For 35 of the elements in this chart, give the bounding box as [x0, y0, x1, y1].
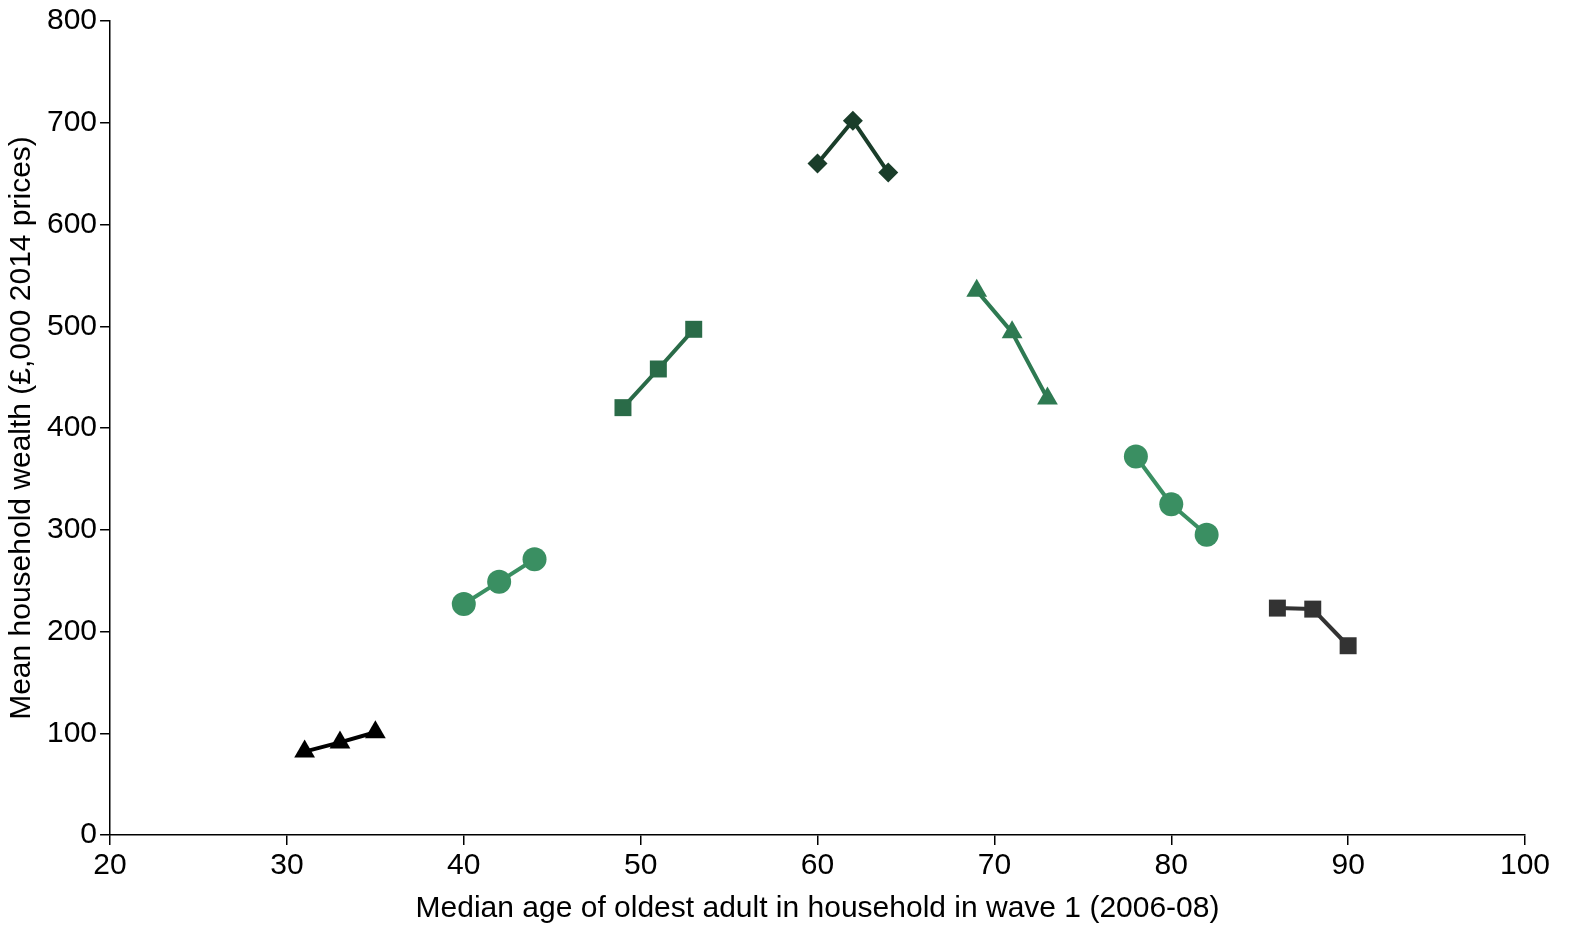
- x-tick-label: 70: [977, 847, 1012, 881]
- y-tick-label: 0: [80, 816, 98, 850]
- y-tick-label: 800: [46, 2, 98, 36]
- y-tick-label: 300: [46, 511, 98, 545]
- x-tick-label: 80: [1154, 847, 1188, 881]
- x-tick-label: 50: [623, 847, 658, 881]
- point: [451, 592, 476, 617]
- y-tick-label: 700: [46, 104, 98, 138]
- point: [685, 320, 703, 338]
- point: [1304, 600, 1322, 618]
- x-tick-label: 20: [93, 847, 127, 881]
- point: [1159, 492, 1184, 517]
- x-tick-label: 90: [1331, 847, 1365, 881]
- point: [487, 569, 512, 594]
- point: [649, 360, 667, 378]
- x-tick-label: 30: [270, 847, 304, 881]
- point: [522, 547, 547, 572]
- point: [807, 153, 828, 174]
- x-axis-title: Median age of oldest adult in household in wave 1 (2006-08): [415, 890, 1220, 924]
- x-tick-label: 60: [800, 847, 835, 881]
- y-tick-label: 200: [46, 612, 98, 646]
- point: [878, 162, 899, 183]
- point: [1123, 444, 1148, 469]
- y-axis-title: Mean household wealth (£,000 2014 prices): [3, 136, 37, 720]
- y-tick-label: 100: [46, 714, 98, 748]
- y-tick-label: 500: [46, 307, 98, 341]
- point: [1194, 522, 1219, 547]
- y-tick-label: 600: [46, 205, 98, 239]
- x-tick-label: 40: [447, 847, 481, 881]
- point: [1339, 637, 1357, 655]
- point: [842, 110, 863, 131]
- y-tick-label: 400: [46, 409, 98, 443]
- x-tick-label: 100: [1499, 847, 1551, 881]
- point: [1268, 599, 1286, 617]
- point: [614, 399, 632, 417]
